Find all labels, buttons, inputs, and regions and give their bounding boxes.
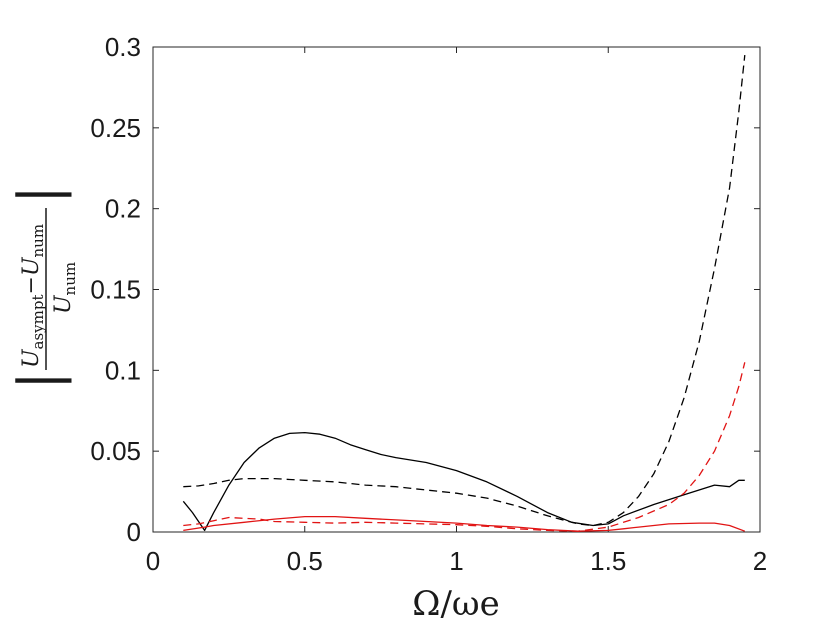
- x-tick-label: 0: [146, 546, 160, 576]
- tick-labels: 0 0.5 1 1.5 2 0 0.05 0.1 0.15 0.2 0.25 0.3: [90, 32, 767, 576]
- y-tick-label: 0.15: [90, 275, 141, 305]
- x-axis-label-text: Ω/ωe: [412, 584, 500, 624]
- series-red-dashed: [183, 362, 746, 532]
- y-tick-label: 0.1: [105, 355, 141, 385]
- y-tick-label: 0.05: [90, 436, 141, 466]
- series-layer: [182, 55, 746, 532]
- plot-area: [152, 46, 761, 533]
- x-axis-label: Ω/ωe: [412, 584, 500, 624]
- y-axis-label: | Uasympt−Unum Unum |: [7, 185, 79, 390]
- x-tick-label: 0.5: [287, 546, 323, 576]
- y-axis-label-bar-right: |: [7, 185, 72, 204]
- x-tick-label: 1: [449, 546, 463, 576]
- y-axis-label-bar-left: |: [7, 371, 72, 390]
- y-axis-label-denominator: Unum: [51, 262, 79, 314]
- x-tick-label: 1.5: [590, 546, 626, 576]
- y-tick-label: 0.25: [90, 113, 141, 143]
- y-tick-label: 0.2: [105, 194, 141, 224]
- series-black-dashed: [183, 55, 746, 527]
- x-tick-label: 2: [753, 546, 767, 576]
- y-tick-label: 0.3: [105, 32, 141, 62]
- axis-ticks: [152, 46, 761, 533]
- y-axis-label-numerator: Uasympt−Unum: [19, 224, 47, 368]
- series-black-solid: [182, 431, 745, 532]
- y-tick-label: 0: [127, 517, 141, 547]
